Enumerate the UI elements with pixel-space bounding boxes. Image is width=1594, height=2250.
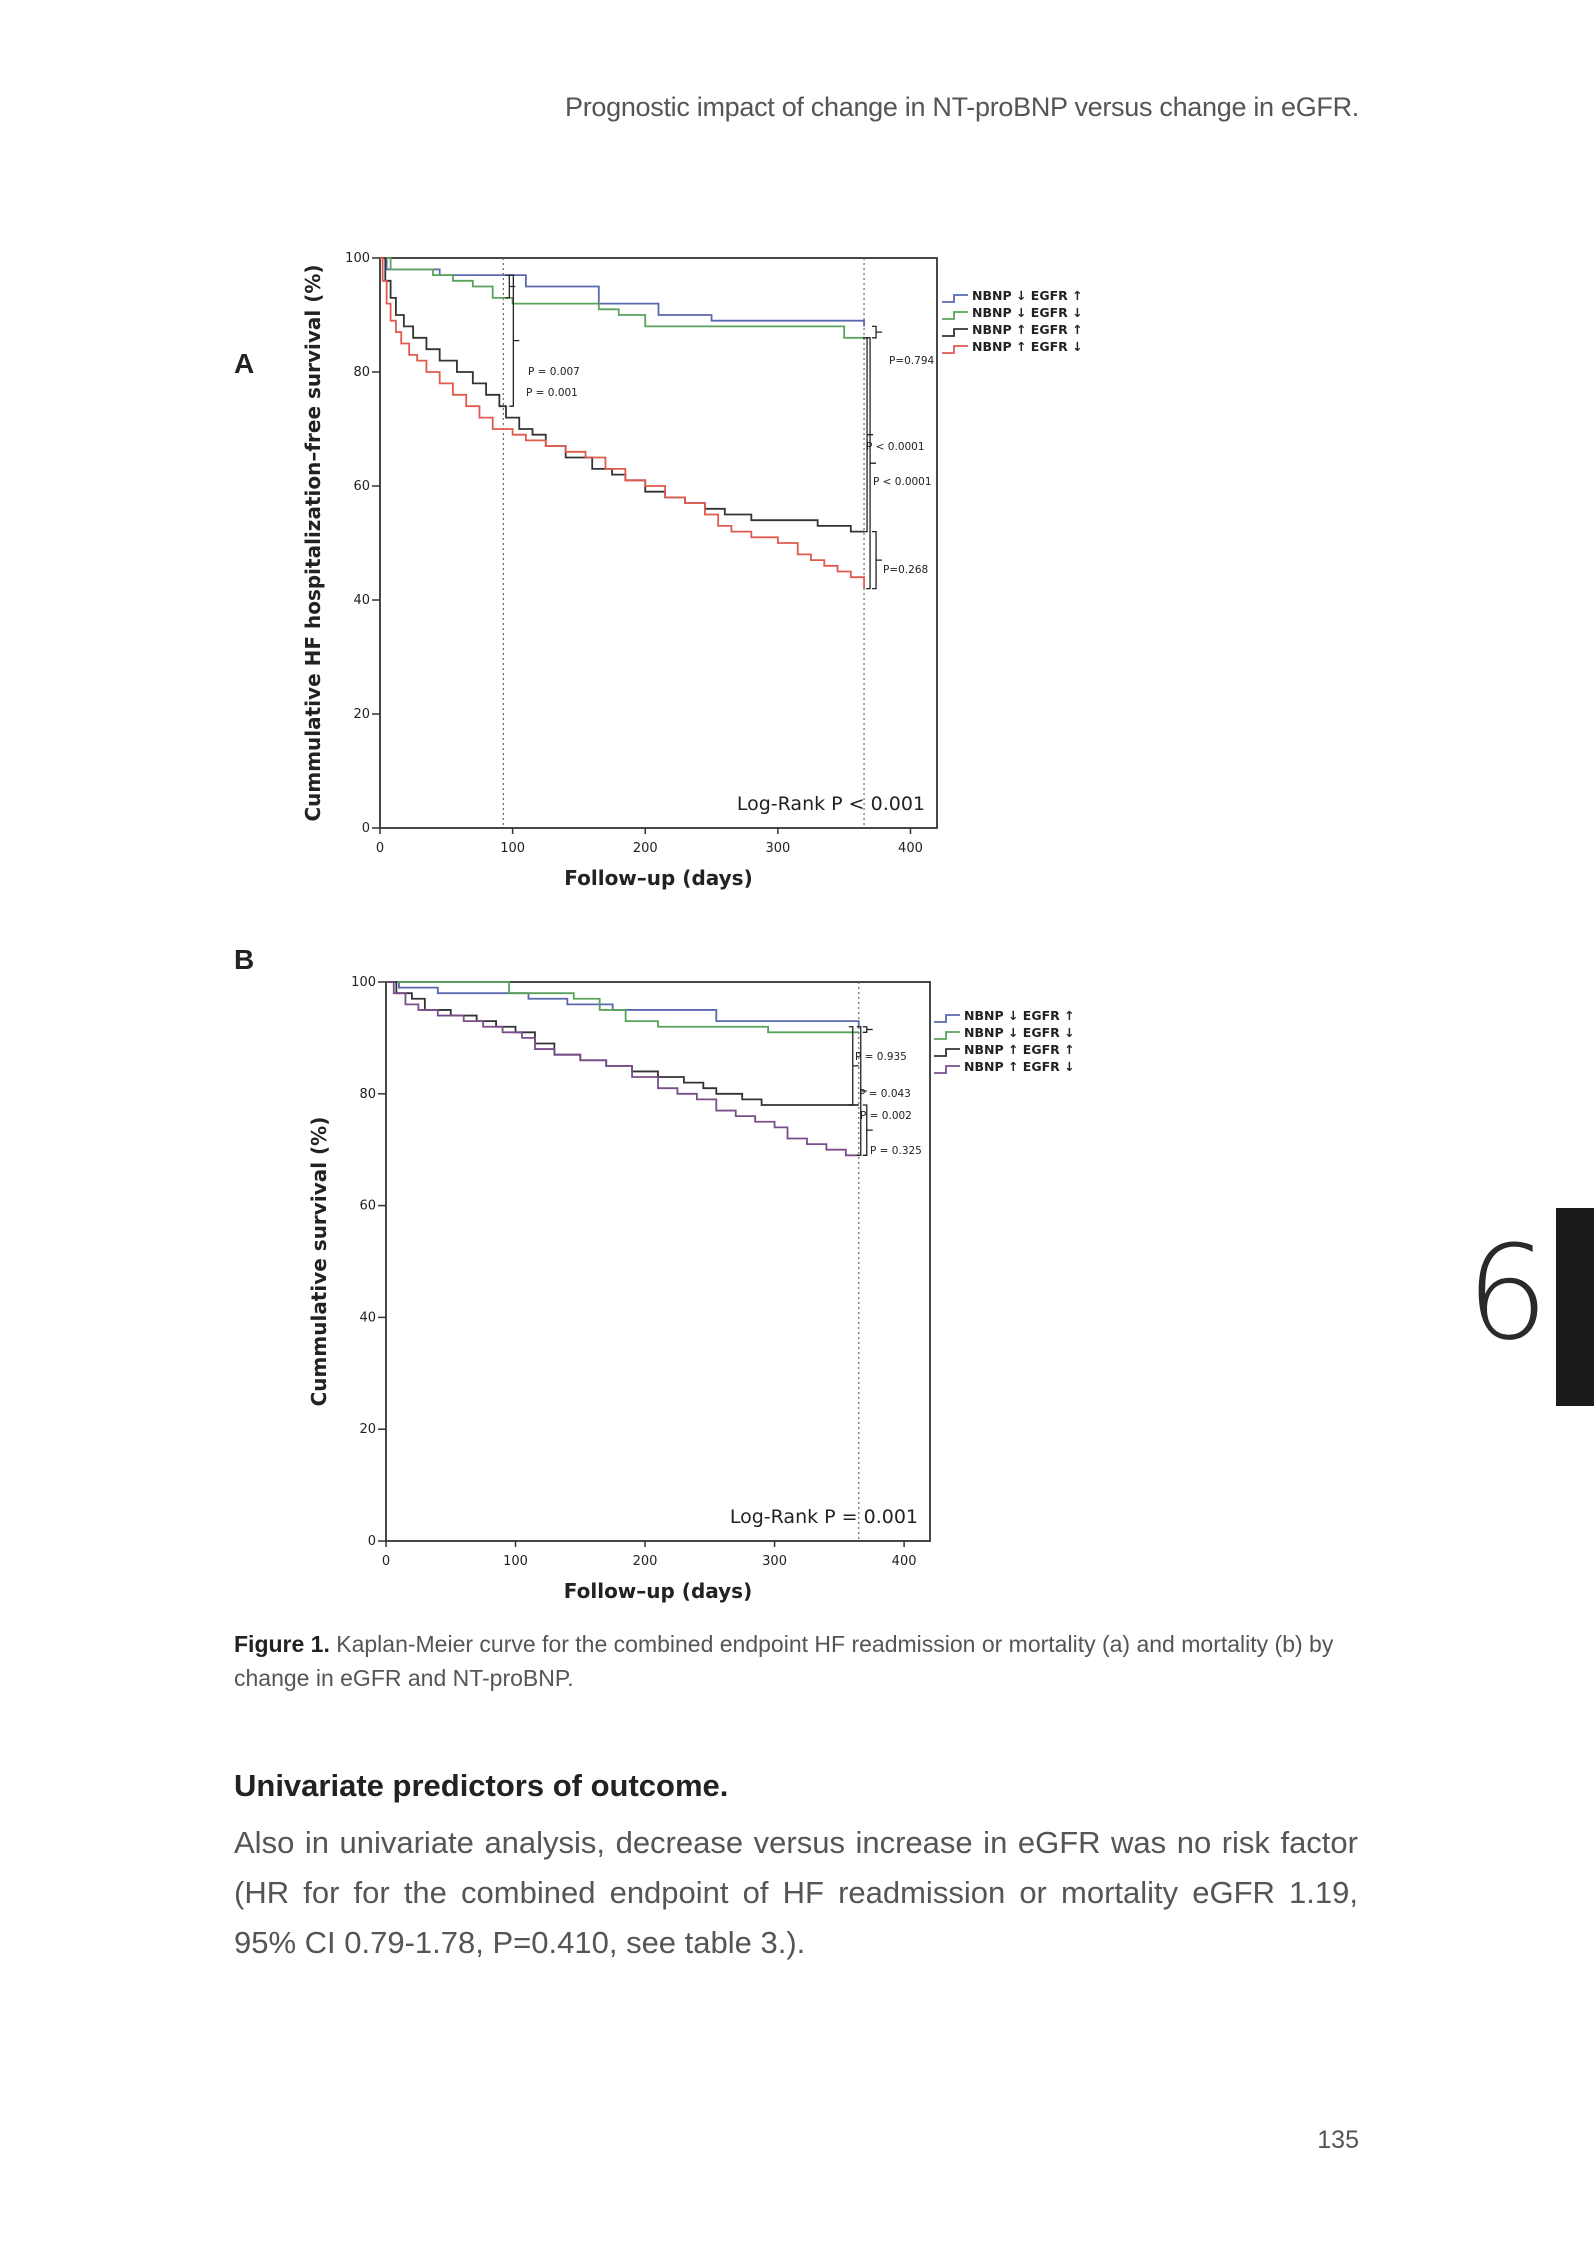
legend-label: NBNP ↑ EGFR ↓ xyxy=(972,339,1083,354)
x-tick-label: 300 xyxy=(765,841,790,856)
survival-curve xyxy=(380,257,865,339)
comparison-bracket xyxy=(848,1026,859,1106)
chapter-tab xyxy=(1556,1208,1594,1406)
survival-curve xyxy=(386,981,859,1034)
legend-swatch xyxy=(942,345,968,354)
y-tick-label: 40 xyxy=(359,1310,376,1325)
comparison-bracket xyxy=(509,274,520,407)
y-tick-label: 40 xyxy=(353,593,370,608)
panel-a-label: A xyxy=(234,348,255,379)
comparison-bracket xyxy=(505,274,516,299)
p-value-label: P < 0.0001 xyxy=(873,476,932,488)
y-tick-label: 0 xyxy=(368,1534,376,1549)
comparison-bracket xyxy=(862,1104,873,1156)
legend-label: NBNP ↓ EGFR ↓ xyxy=(964,1025,1075,1040)
x-axis-title: Follow–up (days) xyxy=(564,1579,752,1603)
survival-curve xyxy=(386,981,859,1157)
y-tick-label: 60 xyxy=(359,1199,376,1214)
comparison-bracket xyxy=(866,337,877,590)
section-heading: Univariate predictors of outcome. xyxy=(234,1768,729,1803)
x-tick-label: 300 xyxy=(762,1554,787,1569)
legend-swatch xyxy=(942,294,968,303)
x-tick-label: 0 xyxy=(376,841,384,856)
survival-curve xyxy=(386,981,860,1027)
p-value-label: P = 0.935 xyxy=(855,1051,907,1063)
legend-label: NBNP ↑ EGFR ↑ xyxy=(964,1042,1075,1057)
p-value-label: P = 0.043 xyxy=(859,1088,911,1100)
legend-swatch xyxy=(934,1031,960,1040)
survival-curve xyxy=(380,257,865,327)
y-tick-label: 20 xyxy=(353,707,370,722)
legend-swatch xyxy=(934,1065,960,1074)
log-rank-annotation: Log-Rank P < 0.001 xyxy=(737,793,925,815)
legend-label: NBNP ↑ EGFR ↑ xyxy=(972,322,1083,337)
p-value-label: P=0.794 xyxy=(889,355,935,367)
p-value-label: P = 0.325 xyxy=(870,1145,922,1157)
survival-curve xyxy=(380,257,865,533)
figure-caption: Figure 1. Kaplan-Meier curve for the com… xyxy=(234,1627,1364,1695)
running-head: Prognostic impact of change in NT-proBNP… xyxy=(565,92,1359,122)
x-tick-label: 400 xyxy=(892,1554,917,1569)
p-value-label: P = 0.001 xyxy=(526,387,578,399)
p-value-label: P = 0.002 xyxy=(860,1110,912,1122)
y-tick-label: 60 xyxy=(353,479,370,494)
x-axis-title: Follow–up (days) xyxy=(564,866,752,890)
y-tick-label: 100 xyxy=(345,251,370,266)
panel-b-label: B xyxy=(234,944,255,975)
y-axis-title: Cummulative HF hospitalization–free surv… xyxy=(301,264,325,821)
comparison-bracket xyxy=(872,325,883,339)
page-number: 135 xyxy=(1317,2126,1359,2154)
y-axis-title: Cummulative survival (%) xyxy=(307,1117,331,1407)
km-chart-a: 0 100 200 300 400 0 20 40 60 80 100 Follow–up (days… xyxy=(301,251,1083,890)
y-tick-label: 80 xyxy=(353,365,370,380)
legend-swatch xyxy=(942,311,968,320)
survival-curve xyxy=(380,257,865,589)
km-chart-b: 0 100 200 300 400 0 20 40 60 80 100 Follow–up (days… xyxy=(307,975,1075,1603)
legend-swatch xyxy=(934,1048,960,1057)
p-value-label: P=0.268 xyxy=(883,564,928,576)
comparison-bracket xyxy=(872,530,883,590)
comparison-bracket xyxy=(862,1026,873,1033)
plot-frame xyxy=(379,257,938,829)
survival-curve xyxy=(386,981,859,1106)
comparison-bracket xyxy=(856,1026,867,1156)
y-tick-label: 20 xyxy=(359,1422,376,1437)
body-paragraph: Also in univariate analysis, decrease ve… xyxy=(234,1825,1358,1960)
figure-caption-text: Kaplan-Meier curve for the combined endp… xyxy=(234,1631,1334,1691)
figure-caption-label: Figure 1. xyxy=(234,1631,330,1657)
x-tick-label: 100 xyxy=(500,841,525,856)
x-tick-label: 0 xyxy=(382,1554,390,1569)
y-tick-label: 100 xyxy=(351,975,376,990)
log-rank-annotation: Log-Rank P = 0.001 xyxy=(730,1506,918,1528)
x-tick-label: 200 xyxy=(633,841,658,856)
legend-swatch xyxy=(942,328,968,337)
y-tick-label: 0 xyxy=(362,821,370,836)
legend-label: NBNP ↓ EGFR ↓ xyxy=(972,305,1083,320)
legend-label: NBNP ↑ EGFR ↓ xyxy=(964,1059,1075,1074)
y-tick-label: 80 xyxy=(359,1087,376,1102)
p-value-label: P = 0.007 xyxy=(528,366,580,378)
plot-frame xyxy=(385,981,931,1542)
legend-swatch xyxy=(934,1014,960,1023)
legend-label: NBNP ↓ EGFR ↑ xyxy=(964,1008,1075,1023)
p-value-label: P < 0.0001 xyxy=(866,441,925,453)
chapter-number: 6 xyxy=(1466,1217,1549,1369)
x-tick-label: 400 xyxy=(898,841,923,856)
x-tick-label: 200 xyxy=(633,1554,658,1569)
x-tick-label: 100 xyxy=(503,1554,528,1569)
legend-label: NBNP ↓ EGFR ↑ xyxy=(972,288,1083,303)
